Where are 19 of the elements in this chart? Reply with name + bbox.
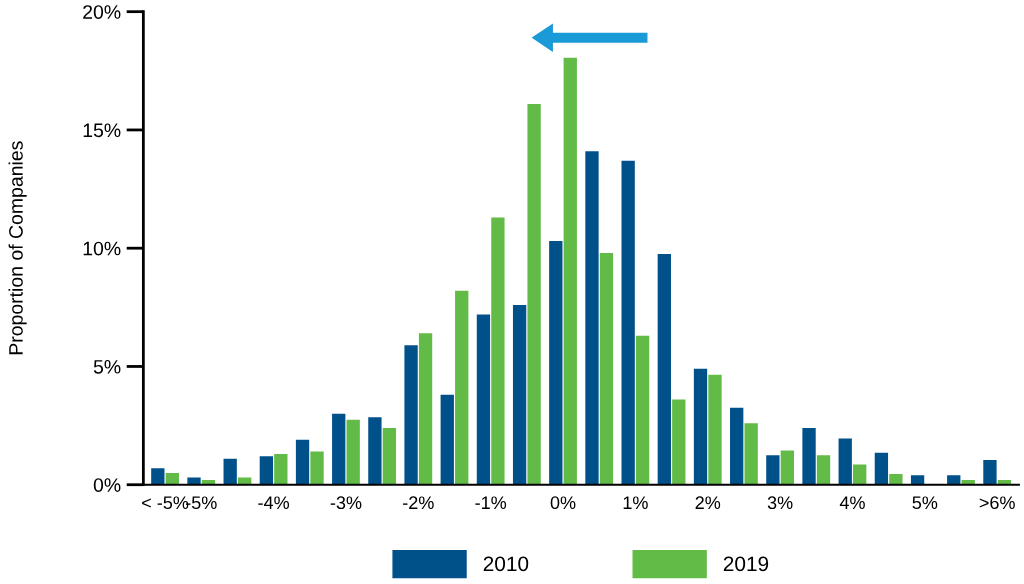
x-tick-label: 4%: [839, 496, 865, 510]
x-tick-label: -1%: [475, 496, 507, 510]
x-tick-label: 2%: [695, 496, 721, 510]
y-tick-label: 20%: [83, 5, 121, 19]
legend-label: 2010: [483, 556, 529, 572]
x-tick-label: 1%: [623, 496, 648, 510]
legend-label: 2019: [723, 556, 769, 572]
y-tick-label: 15%: [83, 123, 121, 138]
x-tick-label: 5%: [912, 496, 938, 510]
x-tick-label: -3%: [330, 496, 362, 510]
y-tick-label: 5%: [93, 360, 121, 374]
y-tick-label: 10%: [83, 241, 121, 256]
y-tick-label: 0%: [93, 478, 121, 492]
x-tick-label: -2%: [403, 496, 434, 510]
x-tick-label: >6%: [979, 496, 1015, 510]
x-tick-label: 3%: [767, 496, 793, 510]
y-axis-title: Proportion of Companies: [8, 141, 27, 355]
x-tick-label: 0%: [550, 496, 576, 510]
x-tick-label: -4%: [258, 496, 290, 510]
